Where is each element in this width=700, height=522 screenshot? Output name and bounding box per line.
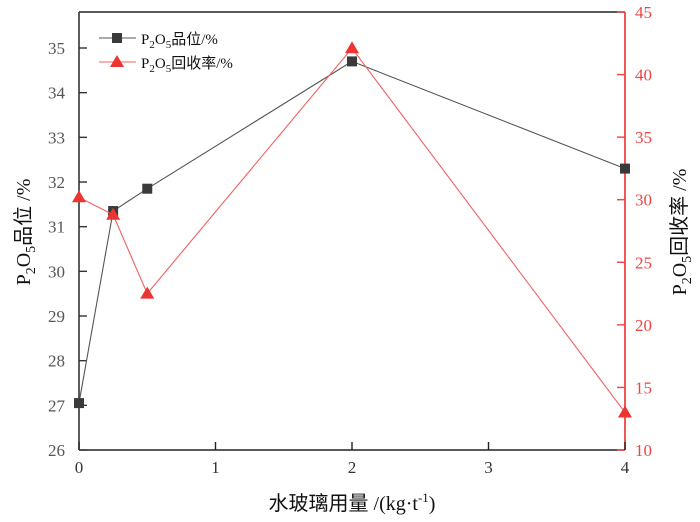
legend-square-marker (112, 33, 122, 43)
left-tick-label: 34 (48, 84, 66, 103)
legend-label: P2O5品位/% (141, 31, 218, 51)
right-tick-label: 15 (635, 378, 652, 397)
right-tick-label: 25 (635, 253, 652, 272)
x-tick-label: 3 (484, 458, 493, 477)
x-axis: 0 1 2 3 4 (75, 442, 630, 477)
left-tick-label: 31 (48, 218, 65, 237)
triangle-marker (106, 207, 121, 220)
left-tick-label: 30 (48, 262, 65, 281)
left-tick-label: 32 (48, 173, 65, 192)
x-tick-label: 4 (621, 458, 630, 477)
x-tick-label: 1 (211, 458, 220, 477)
triangle-marker (140, 286, 155, 299)
square-marker (142, 183, 153, 194)
left-y-axis-title: P2O5品位 /% (12, 179, 39, 286)
left-tick-label: 33 (48, 128, 65, 147)
left-tick-label: 35 (48, 39, 65, 58)
x-axis-title: 水玻璃用量 /(kg·t-1) (269, 490, 436, 515)
legend: P2O5品位/% P2O5回收率/% (99, 31, 233, 75)
grade-line (78, 60, 626, 404)
right-tick-label: 45 (635, 3, 652, 22)
right-tick-label: 30 (635, 191, 652, 210)
square-marker (74, 398, 84, 409)
x-tick-label: 2 (348, 458, 357, 477)
legend-label: P2O5回收率/% (141, 55, 233, 75)
left-tick-label: 28 (48, 352, 65, 371)
triangle-marker (72, 190, 86, 203)
right-y-axis: 10 15 20 25 30 35 40 45 (617, 3, 652, 460)
recovery-line (78, 47, 626, 413)
left-tick-label: 27 (48, 396, 66, 415)
square-marker (347, 56, 357, 67)
series-recovery (72, 41, 632, 418)
right-tick-label: 10 (635, 441, 652, 460)
right-tick-label: 35 (635, 128, 652, 147)
right-y-axis-title: P2O5回收率 /% (668, 169, 695, 296)
series-grade (74, 56, 630, 409)
left-tick-label: 26 (48, 441, 65, 460)
right-tick-label: 40 (635, 66, 652, 85)
left-y-axis: 26 27 28 29 30 31 32 33 34 35 (48, 39, 87, 460)
x-tick-label: 0 (75, 458, 84, 477)
triangle-marker (618, 405, 632, 418)
triangle-marker (345, 41, 359, 54)
square-marker (620, 163, 630, 174)
legend-triangle-marker (110, 55, 124, 67)
left-tick-label: 29 (48, 307, 65, 326)
plot-frame (78, 11, 626, 451)
right-tick-label: 20 (635, 316, 652, 335)
